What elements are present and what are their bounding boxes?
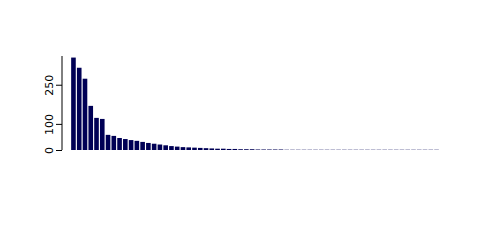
- svg-text:0: 0: [43, 147, 56, 154]
- svg-text:250: 250: [43, 75, 56, 96]
- svg-text:100: 100: [43, 114, 56, 135]
